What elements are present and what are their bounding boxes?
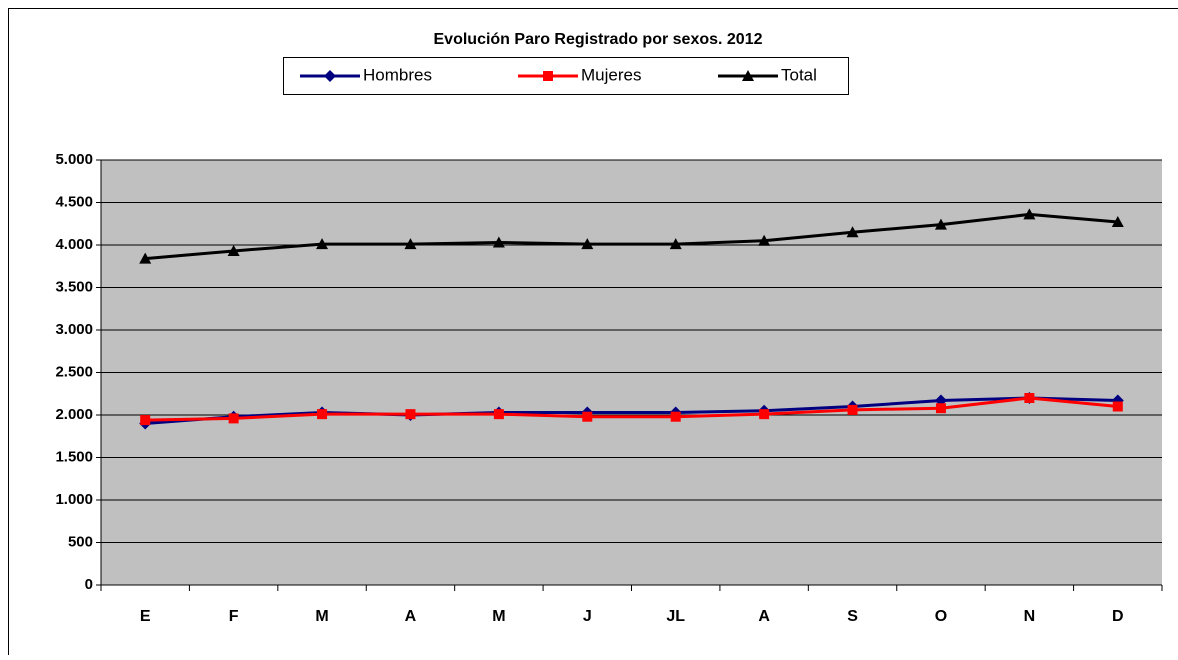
legend-marker bbox=[543, 71, 553, 81]
chart-title: Evolución Paro Registrado por sexos. 201… bbox=[434, 31, 763, 48]
x-tick-label: A bbox=[405, 608, 417, 625]
y-tick-label: 2.000 bbox=[55, 406, 93, 423]
y-tick-label: 2.500 bbox=[55, 363, 93, 380]
data-point bbox=[494, 409, 504, 419]
data-point bbox=[317, 409, 327, 419]
legend-label: Hombres bbox=[363, 65, 432, 84]
y-tick-label: 5.000 bbox=[55, 151, 93, 168]
y-tick-label: 4.500 bbox=[55, 193, 93, 210]
x-tick-label: O bbox=[935, 608, 947, 625]
x-tick-label: M bbox=[315, 608, 328, 625]
legend-label: Total bbox=[781, 65, 817, 84]
data-point bbox=[1113, 402, 1123, 412]
y-tick-label: 500 bbox=[68, 533, 93, 550]
data-point bbox=[582, 412, 592, 422]
x-tick-label: E bbox=[140, 608, 151, 625]
y-tick-label: 1.500 bbox=[55, 448, 93, 465]
x-tick-label: J bbox=[583, 608, 592, 625]
data-point bbox=[405, 409, 415, 419]
legend-label: Mujeres bbox=[581, 65, 641, 84]
data-point bbox=[759, 409, 769, 419]
data-point bbox=[1024, 393, 1034, 403]
y-tick-label: 4.000 bbox=[55, 236, 93, 253]
x-tick-label: M bbox=[492, 608, 505, 625]
x-tick-label: JL bbox=[666, 608, 685, 625]
data-point bbox=[671, 412, 681, 422]
data-point bbox=[936, 403, 946, 413]
x-tick-label: N bbox=[1024, 608, 1036, 625]
y-tick-label: 1.000 bbox=[55, 491, 93, 508]
y-tick-label: 3.000 bbox=[55, 321, 93, 338]
x-tick-label: D bbox=[1112, 608, 1124, 625]
x-tick-label: S bbox=[847, 608, 858, 625]
data-point bbox=[229, 413, 239, 423]
x-tick-label: A bbox=[758, 608, 770, 625]
y-tick-label: 0 bbox=[85, 576, 93, 593]
y-tick-label: 3.500 bbox=[55, 278, 93, 295]
x-tick-label: F bbox=[229, 608, 239, 625]
data-point bbox=[140, 415, 150, 425]
data-point bbox=[848, 405, 858, 415]
